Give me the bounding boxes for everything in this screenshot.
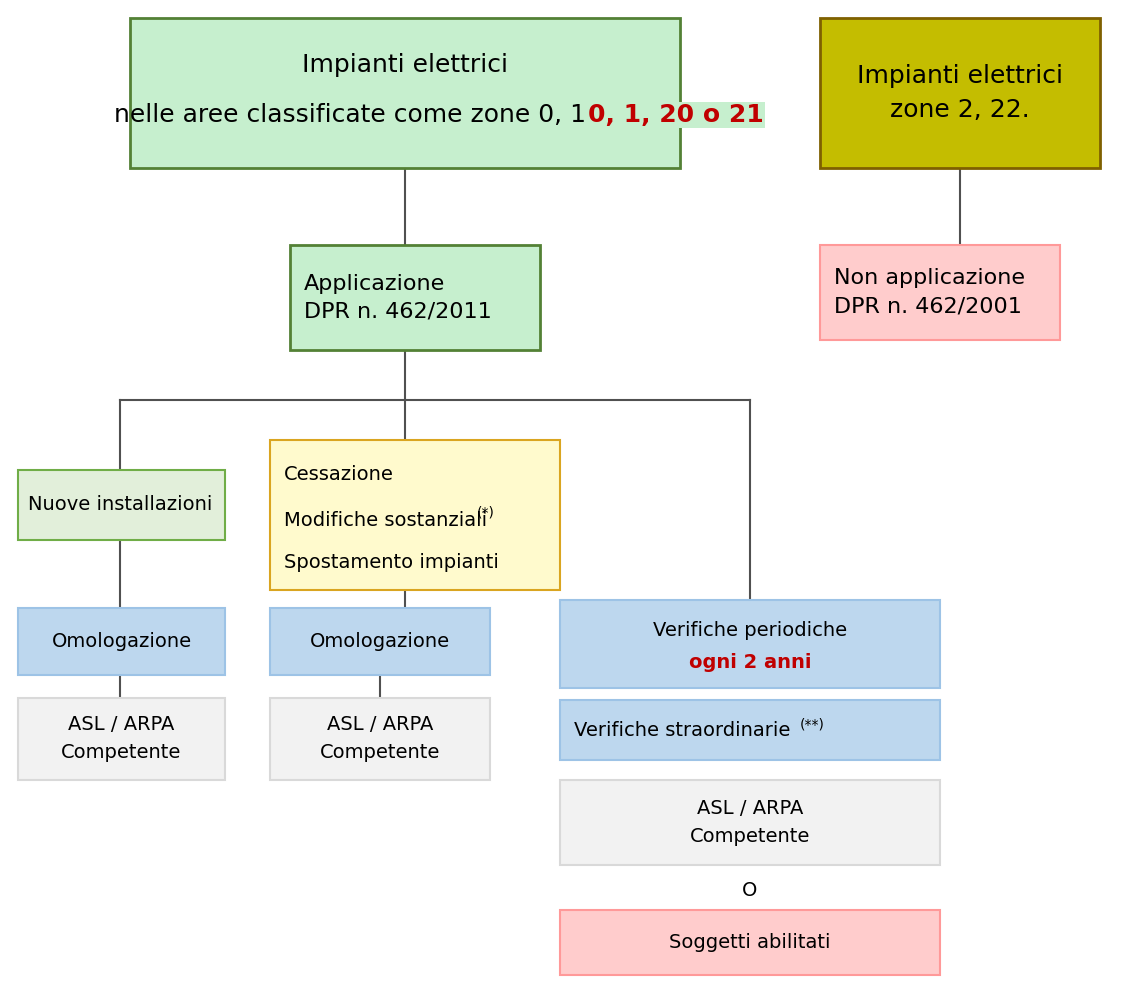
Text: Modifiche sostanziali: Modifiche sostanziali [285, 511, 487, 530]
Text: Applicazione
DPR n. 462/2011: Applicazione DPR n. 462/2011 [304, 273, 492, 322]
Text: Verifiche straordinarie: Verifiche straordinarie [574, 721, 790, 740]
Text: 0, 1, 20 o 21: 0, 1, 20 o 21 [588, 103, 763, 127]
Text: Impianti elettrici
zone 2, 22.: Impianti elettrici zone 2, 22. [857, 64, 1064, 122]
FancyBboxPatch shape [290, 245, 540, 350]
FancyBboxPatch shape [820, 18, 1100, 168]
Text: ogni 2 anni: ogni 2 anni [689, 652, 812, 671]
Text: ASL / ARPA
Competente: ASL / ARPA Competente [690, 799, 811, 846]
FancyBboxPatch shape [270, 698, 490, 780]
Text: Impianti elettrici: Impianti elettrici [301, 53, 508, 77]
FancyBboxPatch shape [560, 600, 940, 688]
Text: Non applicazione
DPR n. 462/2001: Non applicazione DPR n. 462/2001 [834, 268, 1025, 317]
Text: Verifiche periodiche: Verifiche periodiche [653, 621, 847, 640]
Text: nelle aree classificate come zone 0, 1, 20 o 21: nelle aree classificate come zone 0, 1, … [114, 103, 697, 127]
Text: Omologazione: Omologazione [52, 632, 192, 651]
Text: (*): (*) [476, 505, 495, 519]
Text: ASL / ARPA
Competente: ASL / ARPA Competente [61, 716, 182, 762]
Text: O: O [742, 880, 758, 900]
FancyBboxPatch shape [820, 245, 1060, 340]
FancyBboxPatch shape [270, 440, 560, 590]
FancyBboxPatch shape [560, 910, 940, 975]
Text: (**): (**) [800, 717, 825, 731]
FancyBboxPatch shape [560, 780, 940, 865]
FancyBboxPatch shape [270, 608, 490, 675]
Text: Cessazione: Cessazione [285, 465, 394, 484]
FancyBboxPatch shape [18, 698, 225, 780]
Text: ASL / ARPA
Competente: ASL / ARPA Competente [320, 716, 440, 762]
Text: Soggetti abilitati: Soggetti abilitati [669, 933, 831, 952]
FancyBboxPatch shape [18, 470, 225, 540]
FancyBboxPatch shape [130, 18, 680, 168]
Text: Spostamento impianti: Spostamento impianti [285, 553, 499, 572]
Text: Nuove installazioni: Nuove installazioni [28, 496, 212, 515]
FancyBboxPatch shape [18, 608, 225, 675]
Text: Omologazione: Omologazione [310, 632, 450, 651]
FancyBboxPatch shape [560, 700, 940, 760]
